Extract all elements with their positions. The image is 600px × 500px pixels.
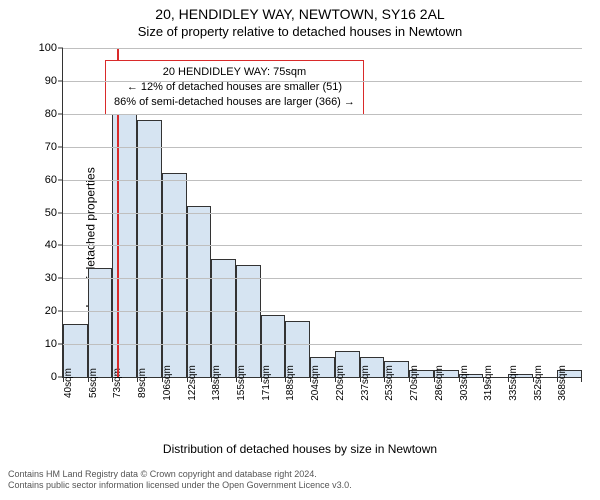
xtick-label: 253sqm xyxy=(384,365,395,401)
ytick-label: 50 xyxy=(45,207,57,219)
xtick-label: 204sqm xyxy=(310,365,321,401)
xtick-label: 335sqm xyxy=(508,365,519,401)
xtick-label: 40sqm xyxy=(63,368,74,398)
gridline-h xyxy=(63,278,582,279)
bar xyxy=(162,173,187,377)
xtick-label: 122sqm xyxy=(187,365,198,401)
bar xyxy=(211,259,236,377)
xtick-label: 89sqm xyxy=(137,368,148,398)
xtick-label: 188sqm xyxy=(285,365,296,401)
xtick-label: 138sqm xyxy=(211,365,222,401)
ytick-label: 80 xyxy=(45,108,57,120)
bar xyxy=(137,120,162,377)
xtick-label: 270sqm xyxy=(409,365,420,401)
ytick-mark xyxy=(58,48,63,49)
xtick-label: 352sqm xyxy=(533,365,544,401)
gridline-h xyxy=(63,48,582,49)
annotation-line3: 86% of semi-detached houses are larger (… xyxy=(114,95,355,110)
gridline-h xyxy=(63,245,582,246)
xtick-label: 368sqm xyxy=(557,365,568,401)
ytick-label: 40 xyxy=(45,239,57,251)
ytick-label: 60 xyxy=(45,174,57,186)
xtick-label: 286sqm xyxy=(434,365,445,401)
annotation-line2: ← 12% of detached houses are smaller (51… xyxy=(114,80,355,95)
bar xyxy=(187,206,212,377)
gridline-h xyxy=(63,311,582,312)
gridline-h xyxy=(63,81,582,82)
chart-container: 20, HENDIDLEY WAY, NEWTOWN, SY16 2AL Siz… xyxy=(0,0,600,500)
footer: Contains HM Land Registry data © Crown c… xyxy=(8,469,352,492)
footer-line1: Contains HM Land Registry data © Crown c… xyxy=(8,469,352,481)
xtick-label: 303sqm xyxy=(459,365,470,401)
gridline-h xyxy=(63,180,582,181)
xtick-label: 106sqm xyxy=(162,365,173,401)
page-subtitle: Size of property relative to detached ho… xyxy=(0,24,600,39)
bar xyxy=(236,265,261,377)
ytick-label: 90 xyxy=(45,75,57,87)
footer-line2: Contains public sector information licen… xyxy=(8,480,352,492)
xtick-mark-end xyxy=(581,377,582,382)
ytick-label: 20 xyxy=(45,305,57,317)
ytick-mark xyxy=(58,179,63,180)
ytick-label: 10 xyxy=(45,338,57,350)
xtick-label: 319sqm xyxy=(483,365,494,401)
gridline-h xyxy=(63,213,582,214)
plot-area: 40sqm56sqm73sqm89sqm106sqm122sqm138sqm15… xyxy=(62,48,582,378)
ytick-mark xyxy=(58,113,63,114)
ytick-mark xyxy=(58,146,63,147)
ytick-mark xyxy=(58,80,63,81)
ytick-label: 30 xyxy=(45,272,57,284)
ytick-mark xyxy=(58,278,63,279)
ytick-mark xyxy=(58,245,63,246)
ytick-label: 100 xyxy=(39,42,57,54)
page-title: 20, HENDIDLEY WAY, NEWTOWN, SY16 2AL xyxy=(0,6,600,22)
ytick-mark xyxy=(58,212,63,213)
bar xyxy=(88,268,113,377)
ytick-mark xyxy=(58,344,63,345)
gridline-h xyxy=(63,344,582,345)
gridline-h xyxy=(63,147,582,148)
ytick-mark xyxy=(58,311,63,312)
ytick-label: 70 xyxy=(45,141,57,153)
xtick-label: 171sqm xyxy=(261,365,272,401)
x-axis-label: Distribution of detached houses by size … xyxy=(0,442,600,456)
xtick-label: 56sqm xyxy=(88,368,99,398)
annotation-line1: 20 HENDIDLEY WAY: 75sqm xyxy=(114,65,355,80)
ytick-mark xyxy=(58,377,63,378)
gridline-h xyxy=(63,114,582,115)
annotation-box: 20 HENDIDLEY WAY: 75sqm ← 12% of detache… xyxy=(105,60,364,115)
xtick-label: 220sqm xyxy=(335,365,346,401)
ytick-label: 0 xyxy=(51,371,57,383)
xtick-label: 237sqm xyxy=(360,365,371,401)
xtick-label: 155sqm xyxy=(236,365,247,401)
